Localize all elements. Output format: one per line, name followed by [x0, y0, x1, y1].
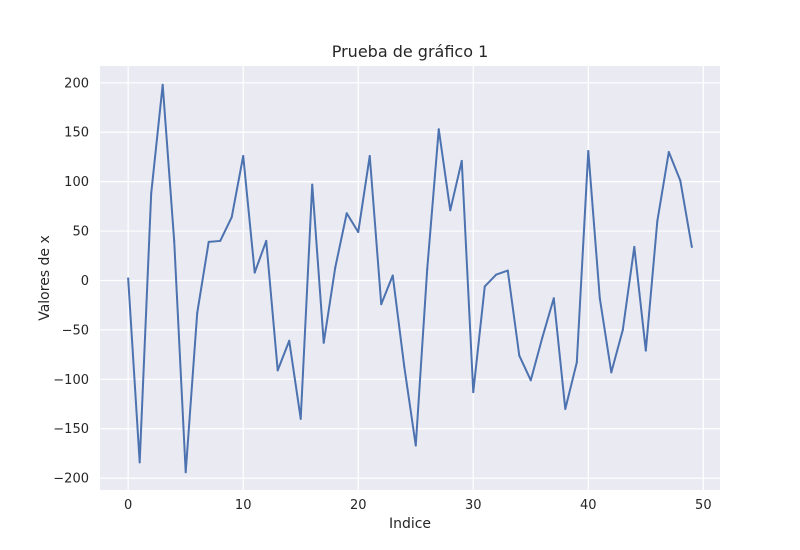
- data-point: [265, 239, 268, 242]
- data-point: [334, 266, 337, 269]
- y-tick-label: −200: [53, 472, 89, 487]
- data-point: [138, 461, 141, 464]
- data-point: [426, 267, 429, 270]
- data-point: [610, 371, 613, 374]
- data-point: [621, 328, 624, 331]
- data-point: [242, 154, 245, 157]
- series-line: [127, 83, 693, 474]
- x-tick-label: 30: [465, 498, 482, 513]
- y-tick-label: −150: [53, 422, 89, 437]
- data-point: [357, 231, 360, 234]
- data-point: [276, 369, 279, 372]
- x-tick-label: 50: [695, 498, 712, 513]
- data-point: [587, 149, 590, 152]
- data-point: [667, 150, 670, 153]
- y-tick-label: −100: [53, 373, 89, 388]
- data-point: [414, 444, 417, 447]
- x-tick-label: 10: [235, 498, 252, 513]
- y-tick-labels: −200 −150 −100 −50 0 50 100 150 200: [53, 76, 89, 486]
- y-tick-label: 200: [64, 76, 89, 91]
- data-point: [472, 391, 475, 394]
- series-group: [127, 83, 693, 474]
- data-point: [150, 192, 153, 195]
- data-point: [311, 183, 314, 186]
- data-point: [529, 379, 532, 382]
- data-point: [633, 245, 636, 248]
- data-point: [253, 271, 256, 274]
- data-point: [230, 216, 233, 219]
- data-point: [518, 354, 521, 357]
- x-tick-labels: 0 10 20 30 40 50: [124, 498, 712, 513]
- y-axis-label: Valores de x: [37, 235, 53, 321]
- x-tick-label: 0: [124, 498, 132, 513]
- data-point: [541, 336, 544, 339]
- data-point: [196, 312, 199, 315]
- data-point: [345, 212, 348, 215]
- y-tick-label: 0: [81, 274, 89, 289]
- data-point: [403, 365, 406, 368]
- y-tick-label: 50: [72, 225, 89, 240]
- data-point: [380, 303, 383, 306]
- x-axis-label: Indice: [389, 516, 431, 532]
- y-tick-label: −50: [62, 323, 89, 338]
- data-point: [391, 274, 394, 277]
- data-point: [575, 361, 578, 364]
- data-point: [644, 349, 647, 352]
- x-tick-label: 20: [350, 498, 367, 513]
- y-tick-label: 100: [64, 175, 89, 190]
- data-point: [564, 407, 567, 410]
- data-point: [437, 128, 440, 131]
- data-point: [161, 83, 164, 86]
- data-point: [679, 179, 682, 182]
- data-point: [656, 220, 659, 223]
- y-tick-label: 150: [64, 126, 89, 141]
- chart-title: Prueba de gráfico 1: [332, 42, 489, 61]
- data-point: [207, 240, 210, 243]
- data-point: [299, 417, 302, 420]
- data-point: [219, 239, 222, 242]
- data-point: [184, 471, 187, 474]
- plot-area: [100, 66, 720, 490]
- x-tick-label: 40: [580, 498, 597, 513]
- data-point: [483, 285, 486, 288]
- data-point: [598, 297, 601, 300]
- data-point: [288, 339, 291, 342]
- data-point: [127, 277, 130, 280]
- data-point: [368, 154, 371, 157]
- data-point: [552, 297, 555, 300]
- data-point: [449, 209, 452, 212]
- data-point: [690, 245, 693, 248]
- data-point: [460, 159, 463, 162]
- data-point: [173, 239, 176, 242]
- data-point: [506, 269, 509, 272]
- data-point: [495, 273, 498, 276]
- data-point: [322, 341, 325, 344]
